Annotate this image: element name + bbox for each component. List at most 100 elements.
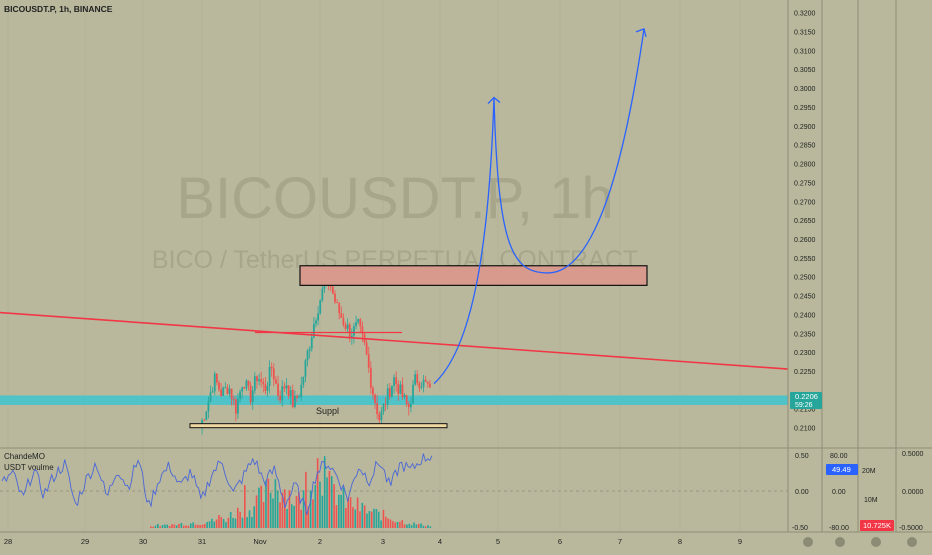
volume-bar	[295, 496, 298, 528]
volume-bar	[385, 516, 387, 528]
candle-body	[220, 389, 222, 396]
candle-body	[399, 384, 402, 394]
last-price-tag	[790, 392, 822, 409]
volume-bar	[347, 498, 349, 528]
candle-body	[340, 313, 343, 318]
scale-toggle-icon[interactable]	[835, 537, 845, 547]
volume-bar	[307, 506, 310, 528]
candle-body	[264, 384, 267, 391]
candle-body	[298, 396, 301, 398]
auto-scale-icon[interactable]	[907, 537, 917, 547]
price-tick: 0.2300	[794, 350, 816, 357]
price-axis[interactable]: 0.3200 0.3150 0.3100 0.3050 0.3000 0.2950 0.29…	[794, 11, 816, 433]
candle-body	[277, 383, 279, 396]
volume-bar	[422, 525, 425, 528]
volume-bar	[375, 509, 378, 528]
volume-bar	[298, 492, 300, 528]
candle-body	[312, 323, 315, 338]
candle-body	[412, 384, 414, 404]
candle-body	[386, 388, 389, 405]
volume-bar	[211, 518, 213, 528]
volume-bar	[293, 505, 295, 528]
chart-title: BICOUSDT.P, 1h, BINANCE	[4, 4, 113, 14]
settings-icon[interactable]	[803, 537, 813, 547]
volume-bar	[241, 517, 244, 528]
ind-axis-left-1: 0.00	[795, 489, 809, 496]
volume-bar	[276, 490, 279, 528]
indicator-label-cmo: ChandeMO	[4, 452, 45, 461]
volume-bar	[361, 502, 364, 528]
descending-trendline[interactable]	[0, 311, 789, 370]
volume-bar	[164, 524, 166, 528]
volume-bar	[220, 517, 223, 528]
price-tick: 0.2800	[794, 162, 816, 169]
volume-bar	[427, 525, 429, 528]
volume-bar	[309, 490, 312, 528]
candle-body	[420, 386, 423, 388]
volume-bar	[281, 492, 284, 528]
time-tick: 30	[139, 537, 147, 546]
volume-bar	[349, 497, 352, 528]
volume-bar	[380, 520, 382, 528]
volume-bar	[260, 485, 263, 528]
volume-bar	[208, 521, 211, 528]
volume-bar	[424, 526, 427, 528]
volume-bar	[389, 519, 392, 528]
price-tick: 0.2600	[794, 237, 816, 244]
candle-body	[428, 383, 431, 388]
volume-bar	[279, 502, 281, 528]
resistance-zone[interactable]	[299, 265, 648, 286]
candle-body	[251, 390, 254, 403]
candle-body	[369, 367, 372, 388]
volume-bar	[356, 497, 359, 528]
candle-body	[422, 379, 425, 387]
support-band[interactable]	[0, 395, 788, 405]
support-base-box[interactable]	[189, 423, 448, 429]
volume-bar	[213, 521, 216, 528]
volume-bar	[366, 513, 368, 528]
cmo-value-tag	[826, 464, 858, 475]
volume-bar	[368, 511, 371, 528]
candle-body	[418, 382, 421, 388]
candle-body	[228, 388, 231, 394]
volume-bar	[192, 522, 194, 528]
candle-body	[270, 366, 273, 369]
candle-body	[317, 313, 320, 321]
volume-bar	[420, 523, 422, 528]
volume-bar	[168, 525, 171, 528]
candle-body	[296, 395, 298, 398]
price-tick: 0.2900	[794, 124, 816, 131]
volume-bar	[363, 505, 366, 528]
candle-body	[275, 379, 277, 384]
ind-axis-right-0: 0.5000	[902, 451, 924, 458]
time-tick: 5	[496, 537, 500, 546]
candle-body	[224, 387, 227, 389]
volume-bar	[328, 470, 331, 528]
volume-bar	[413, 522, 415, 528]
volume-bar	[354, 509, 357, 528]
price-tick: 0.2450	[794, 294, 816, 301]
time-axis[interactable]: 28 29 30 31 Nov 2 3 4 5 6 7 8 9	[4, 537, 742, 546]
volume-bar	[272, 498, 274, 528]
candle-body	[230, 388, 233, 400]
candle-body	[249, 385, 252, 403]
volume-bar	[232, 517, 234, 528]
volume-bar	[204, 523, 206, 528]
volume-bar	[326, 477, 328, 528]
candle-body	[323, 285, 326, 289]
candle-body	[205, 411, 208, 421]
volume-bar	[286, 508, 288, 528]
candle-body	[350, 335, 353, 338]
candle-body	[285, 385, 288, 389]
volume-bar	[178, 523, 180, 528]
volume-bar	[305, 471, 307, 528]
volume-bar	[222, 519, 225, 528]
volume-bar	[253, 506, 255, 528]
price-tick: 0.2150	[794, 407, 816, 414]
projection-path[interactable]	[433, 28, 645, 385]
candle-body	[416, 374, 419, 383]
volume-bar	[387, 518, 389, 528]
volume-bar	[150, 526, 152, 528]
log-toggle-icon[interactable]	[871, 537, 881, 547]
